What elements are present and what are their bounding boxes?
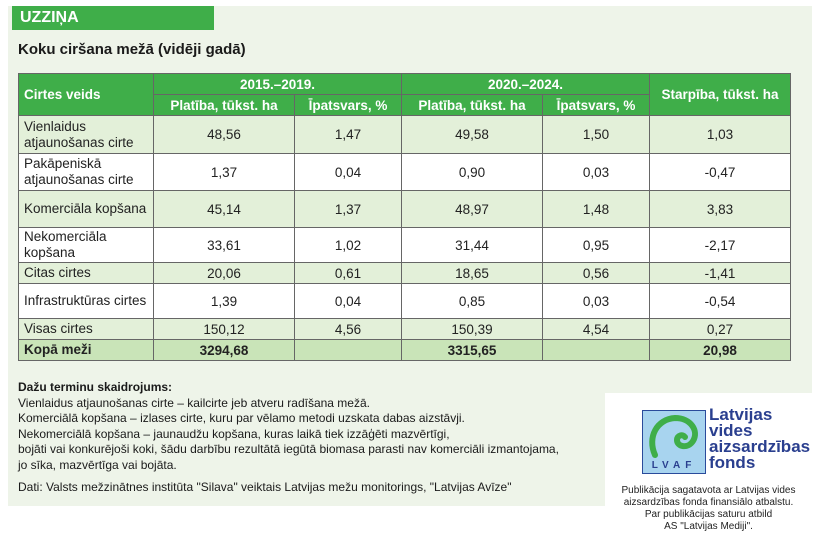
cell-type: Nekomerciāla kopšana — [18, 227, 154, 263]
notes-heading: Dažu terminu skaidrojums: — [18, 380, 173, 394]
cell-share-2: 0,03 — [541, 153, 651, 191]
cell-area-1: 48,56 — [153, 115, 295, 154]
cell-share-2: 4,54 — [541, 318, 651, 340]
table-row: Komerciāla kopšana 45,14 1,37 48,97 1,48 3,83 — [18, 190, 791, 228]
col-header-share2: Īpatsvars, % — [541, 94, 651, 116]
table-row: Citas cirtes 20,06 0,61 18,65 0,56 -1,41 — [18, 262, 791, 284]
sponsor-note-line: Publikācija sagatavota ar Latvijas vides — [621, 485, 796, 496]
table-row: Vienlaidus atjaunošanas cirte 48,56 1,47 49… — [18, 115, 791, 154]
cell-area-2: 3315,65 — [400, 339, 543, 361]
cell-share-2: 0,03 — [541, 283, 651, 319]
cell-diff: 20,98 — [649, 339, 791, 361]
logo-name-line: vides — [709, 421, 753, 440]
cell-share-1: 1,37 — [293, 190, 402, 228]
note-line: jo sīka, mazvērtīga vai bojāta. — [18, 457, 177, 472]
cell-diff: 3,83 — [649, 190, 791, 228]
col-header-area1: Platība, tūkst. ha — [153, 94, 295, 116]
table-row: Infrastruktūras cirtes 1,39 0,04 0,85 0,03 -0… — [18, 283, 791, 319]
col-header-diff: Starpība, tūkst. ha — [649, 73, 791, 116]
cell-type: Pakāpeniskā atjaunošanas cirte — [18, 153, 154, 191]
cell-area-1: 1,39 — [153, 283, 295, 319]
table-row: Pakāpeniskā atjaunošanas cirte 1,37 0,04 0,… — [18, 153, 791, 191]
cell-area-2: 49,58 — [400, 115, 543, 154]
note-line: Vienlaidus atjaunošanas cirte – kailcirt… — [18, 395, 370, 410]
swirl-icon — [649, 414, 698, 458]
note-line: Komerciālā kopšana – izlases cirte, kuru… — [18, 411, 465, 425]
logo-name-line: aizsardzības — [709, 437, 811, 456]
cell-share-2 — [541, 339, 651, 361]
cell-area-2: 150,39 — [400, 318, 543, 340]
col-header-share1: Īpatsvars, % — [293, 94, 402, 116]
cell-diff: -0,47 — [649, 153, 791, 191]
cell-share-2: 1,48 — [541, 190, 651, 228]
term-notes: Dažu terminu skaidrojums: Vienlaidus atj… — [18, 380, 559, 473]
cell-diff: 1,03 — [649, 115, 791, 154]
cell-area-2: 31,44 — [400, 227, 543, 263]
sponsor-box: LVAF Latvijas vides aizsardzības fonds P… — [605, 393, 812, 537]
data-source: Dati: Valsts mežzinātnes institūta "Sila… — [18, 480, 512, 494]
cell-type: Vienlaidus atjaunošanas cirte — [18, 115, 154, 154]
cell-share-2: 0,56 — [541, 262, 651, 284]
cell-area-2: 48,97 — [400, 190, 543, 228]
cell-type: Infrastruktūras cirtes — [18, 283, 154, 319]
table-row: Kopā meži 3294,68 3315,65 20,98 — [18, 339, 791, 361]
cell-area-1: 45,14 — [153, 190, 295, 228]
table-title: Koku ciršana mežā (vidēji gadā) — [18, 41, 246, 58]
cell-share-1: 1,02 — [293, 227, 402, 263]
sponsor-note-line: Par publikācijas saturu atbild — [644, 509, 773, 520]
cell-share-1: 0,61 — [293, 262, 402, 284]
sponsor-note: Publikācija sagatavota ar Latvijas vides… — [605, 485, 812, 533]
cell-diff: -0,54 — [649, 283, 791, 319]
sponsor-note-line: AS "Latvijas Mediji". — [664, 521, 753, 532]
logo-name: Latvijas vides aizsardzības fonds — [709, 405, 811, 472]
logo-name-line: fonds — [709, 453, 756, 472]
cell-diff: -2,17 — [649, 227, 791, 263]
col-header-period1: 2015.–2019. — [153, 73, 402, 95]
cell-area-2: 0,90 — [400, 153, 543, 191]
cell-area-1: 3294,68 — [153, 339, 295, 361]
cell-share-1: 1,47 — [293, 115, 402, 154]
table-row: Nekomerciāla kopšana 33,61 1,02 31,44 0,95 -2… — [18, 227, 791, 263]
cell-type: Visas cirtes — [18, 318, 154, 340]
logo-name-line: Latvijas — [709, 405, 773, 424]
cell-area-2: 0,85 — [400, 283, 543, 319]
sponsor-note-line: aizsardzības fonda finansiālo atbalstu. — [623, 497, 794, 508]
cell-share-2: 1,50 — [541, 115, 651, 154]
col-header-period2: 2020.–2024. — [400, 73, 651, 95]
table-row: Visas cirtes 150,12 4,56 150,39 4,54 0,27 — [18, 318, 791, 340]
cell-share-1 — [293, 339, 402, 361]
cell-area-2: 18,65 — [400, 262, 543, 284]
cell-area-1: 150,12 — [153, 318, 295, 340]
cell-share-2: 0,95 — [541, 227, 651, 263]
cell-area-1: 20,06 — [153, 262, 295, 284]
cell-share-1: 4,56 — [293, 318, 402, 340]
cell-diff: 0,27 — [649, 318, 791, 340]
col-header-type: Cirtes veids — [18, 73, 154, 116]
cell-share-1: 0,04 — [293, 153, 402, 191]
note-line: Nekomerciālā kopšana – jaunaudžu kopšana… — [18, 426, 450, 441]
col-header-area2: Platība, tūkst. ha — [400, 94, 543, 116]
cell-type: Citas cirtes — [18, 262, 154, 284]
section-tag: UZZIŅA — [12, 6, 214, 30]
lvaf-logo: LVAF — [642, 410, 706, 474]
cell-type: Komerciāla kopšana — [18, 190, 154, 228]
cell-area-1: 33,61 — [153, 227, 295, 263]
cell-area-1: 1,37 — [153, 153, 295, 191]
logo-abbr: LVAF — [651, 460, 697, 471]
cell-diff: -1,41 — [649, 262, 791, 284]
note-line: bojāti vai konkurējoši koki, šādu darbīb… — [18, 442, 559, 456]
cell-type: Kopā meži — [18, 339, 154, 361]
cell-share-1: 0,04 — [293, 283, 402, 319]
logging-table: Cirtes veids 2015.–2019. 2020.–2024. Sta… — [18, 73, 791, 361]
